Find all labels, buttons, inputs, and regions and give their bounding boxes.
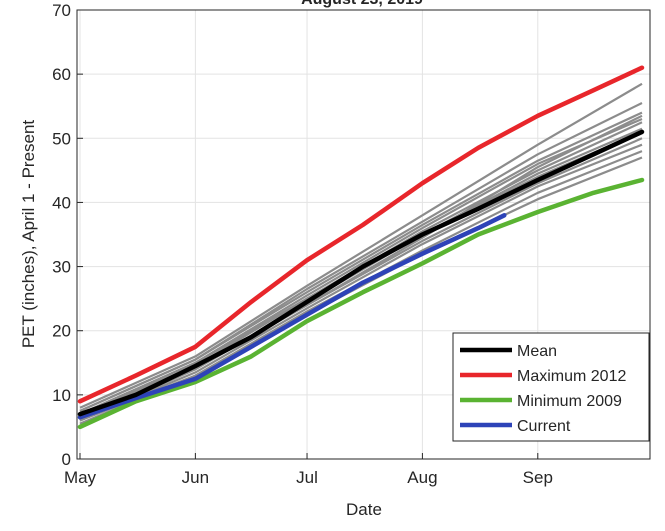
x-tick-label: Jun (182, 468, 209, 487)
highlighted-series-lines (77, 65, 645, 430)
legend: Mean Maximum 2012 Minimum 2009 Current (452, 332, 650, 442)
y-tick-label: 40 (52, 193, 71, 212)
x-tick-label: Aug (407, 468, 437, 487)
plot-frame (76, 9, 651, 460)
legend-label-minimum-2009: Minimum 2009 (517, 393, 622, 410)
historical-year-line (79, 111, 643, 412)
y-tick-label: 20 (52, 322, 71, 341)
historical-year-line (79, 143, 643, 422)
x-axis-ticks: May Jun Jul Aug Sep (64, 453, 553, 487)
y-tick-label: 0 (62, 450, 71, 469)
y-tick-label: 30 (52, 258, 71, 277)
x-tick-label: Sep (523, 468, 553, 487)
historical-year-line (79, 82, 643, 409)
y-tick-label: 10 (52, 386, 71, 405)
y-tick-label: 70 (52, 1, 71, 20)
legend-label-current: Current (517, 418, 571, 435)
series-line-current (77, 213, 507, 420)
series-line-maximum-2012 (77, 65, 645, 404)
series-line-minimum-2009 (77, 177, 645, 430)
series-line-mean (77, 129, 645, 417)
y-axis-ticks: 0 10 20 30 40 50 60 70 (52, 1, 83, 469)
chart-title: August 23, 2019 (301, 0, 423, 8)
legend-label-mean: Mean (517, 343, 557, 360)
x-tick-label: Jul (296, 468, 318, 487)
x-tick-label: May (64, 468, 97, 487)
x-axis-label: Date (346, 500, 382, 519)
y-axis-label: PET (inches), April 1 - Present (19, 120, 38, 349)
legend-label-maximum-2012: Maximum 2012 (517, 368, 626, 385)
y-tick-label: 60 (52, 65, 71, 84)
y-tick-label: 50 (52, 129, 71, 148)
